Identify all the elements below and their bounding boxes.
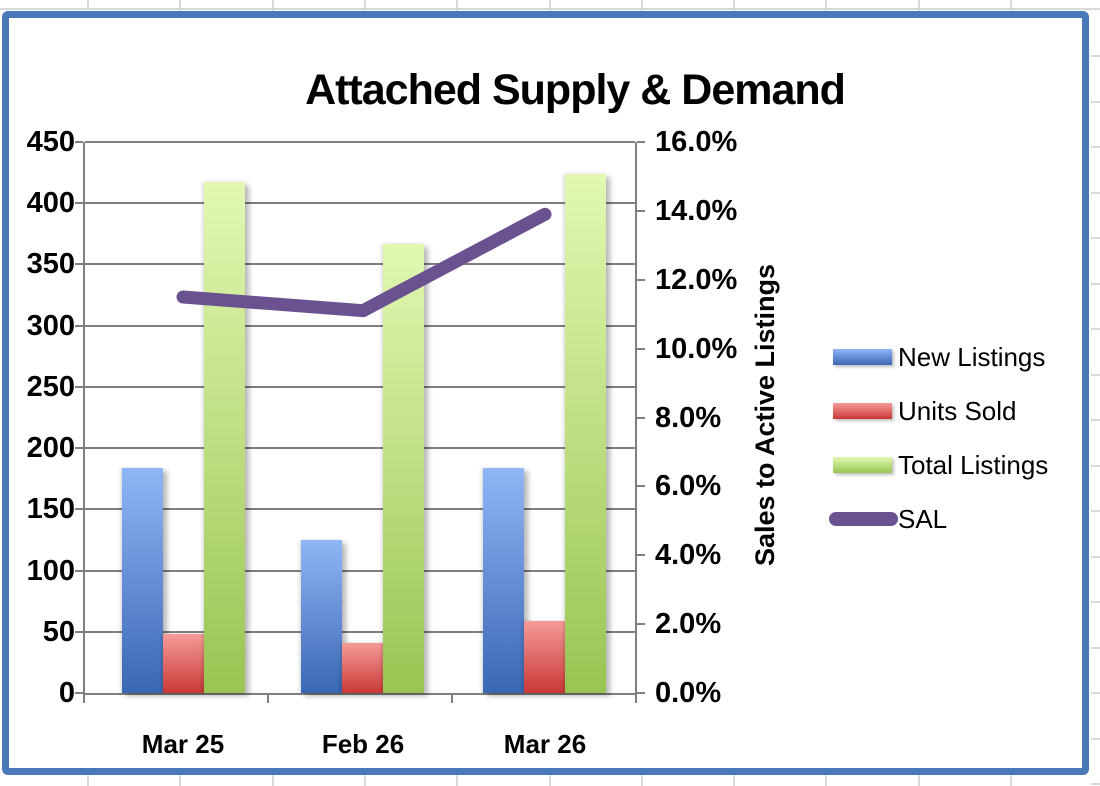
gridline bbox=[85, 141, 635, 143]
x-axis-tick bbox=[451, 695, 453, 703]
gridline bbox=[85, 447, 635, 450]
primary-axis-tick bbox=[75, 263, 83, 266]
worksheet-row-gridline bbox=[1091, 328, 1100, 330]
worksheet-row-gridline bbox=[1091, 692, 1100, 694]
worksheet-row-gridline bbox=[1091, 464, 1100, 467]
primary-axis-tick-label: 450 bbox=[26, 126, 75, 158]
worksheet-row-gridline bbox=[1091, 282, 1100, 285]
secondary-axis-tick bbox=[637, 416, 645, 419]
gridline bbox=[85, 630, 635, 633]
x-axis-label: Mar 26 bbox=[503, 729, 587, 759]
worksheet-row-gridline bbox=[1091, 146, 1100, 148]
primary-axis-tick-label: 250 bbox=[26, 370, 75, 403]
worksheet-row-gridline bbox=[1091, 555, 1100, 558]
bar-new-listings[interactable] bbox=[122, 467, 163, 693]
secondary-axis-tick-label: 6.0% bbox=[655, 470, 722, 503]
legend-swatch-total-listings bbox=[833, 457, 892, 473]
bar-total-listings[interactable] bbox=[565, 173, 606, 693]
worksheet-row-gridline bbox=[1091, 783, 1100, 785]
secondary-y-axis-line bbox=[635, 142, 637, 695]
bar-units-sold[interactable] bbox=[342, 642, 383, 693]
legend-swatch-sal bbox=[829, 512, 898, 526]
gridline bbox=[85, 569, 635, 572]
primary-axis-tick-label: 200 bbox=[26, 432, 75, 465]
x-axis-line bbox=[83, 693, 637, 695]
secondary-axis-tick bbox=[637, 278, 645, 281]
legend-label: Total Listings bbox=[898, 450, 1049, 480]
secondary-axis-tick-label: 12.0% bbox=[655, 263, 738, 296]
bar-new-listings[interactable] bbox=[483, 467, 524, 693]
primary-axis-tick bbox=[75, 692, 83, 694]
primary-axis-tick bbox=[75, 385, 83, 388]
secondary-axis-tick bbox=[637, 347, 645, 350]
bar-new-listings[interactable] bbox=[301, 539, 342, 693]
worksheet-row-gridline bbox=[1091, 100, 1100, 103]
gridline bbox=[85, 508, 635, 511]
primary-axis-tick-label: 50 bbox=[42, 615, 75, 648]
legend-swatch-units-sold bbox=[833, 403, 892, 419]
legend-swatch-new-listings bbox=[833, 349, 892, 365]
worksheet-row-gridline bbox=[1091, 646, 1100, 649]
primary-axis-tick-label: 100 bbox=[26, 554, 75, 587]
gridline bbox=[85, 385, 635, 388]
primary-axis-tick bbox=[75, 630, 83, 633]
secondary-axis-tick-label: 0.0% bbox=[655, 677, 722, 709]
bar-units-sold[interactable] bbox=[163, 634, 204, 693]
secondary-axis-tick-label: 4.0% bbox=[655, 539, 722, 572]
primary-axis-tick-label: 0 bbox=[58, 677, 75, 709]
worksheet-row-gridline bbox=[1091, 373, 1100, 376]
primary-axis-tick bbox=[75, 508, 83, 511]
secondary-axis-tick bbox=[637, 692, 645, 694]
secondary-axis-tick bbox=[637, 209, 645, 212]
secondary-axis-title[interactable]: Sales to Active Listings bbox=[750, 263, 780, 567]
primary-axis-tick bbox=[75, 569, 83, 572]
chart-title[interactable]: Attached Supply & Demand bbox=[305, 66, 846, 114]
legend-label: New Listings bbox=[898, 342, 1046, 372]
secondary-axis-tick-label: 2.0% bbox=[655, 608, 722, 641]
primary-axis-tick bbox=[75, 141, 83, 143]
gridline bbox=[85, 202, 635, 205]
primary-y-axis-line bbox=[83, 142, 85, 695]
secondary-axis-tick bbox=[637, 623, 645, 626]
secondary-axis-tick bbox=[637, 141, 645, 143]
chart-frame[interactable]: Attached Supply & Demand 450 400 350 300 250… bbox=[2, 11, 1089, 775]
secondary-axis-tick bbox=[637, 554, 645, 557]
worksheet-row-gridline bbox=[1091, 737, 1100, 740]
x-axis-label: Mar 25 bbox=[141, 729, 225, 759]
x-axis-label: Feb 26 bbox=[321, 729, 405, 759]
secondary-axis-tick bbox=[637, 485, 645, 488]
primary-axis-tick bbox=[75, 202, 83, 205]
worksheet-row-gridline bbox=[1091, 237, 1100, 239]
legend-label: Units Sold bbox=[898, 396, 1017, 426]
bar-units-sold[interactable] bbox=[524, 620, 565, 693]
secondary-axis-tick-label: 16.0% bbox=[655, 126, 738, 158]
secondary-axis-tick-label: 8.0% bbox=[655, 401, 722, 434]
secondary-axis-tick-label: 14.0% bbox=[655, 194, 738, 227]
chart-inner: Attached Supply & Demand 450 400 350 300 250… bbox=[9, 18, 1082, 768]
worksheet-row-gridline bbox=[1091, 601, 1100, 603]
gridline bbox=[85, 263, 635, 266]
primary-axis-tick bbox=[75, 324, 83, 327]
primary-axis-tick-label: 300 bbox=[26, 309, 75, 342]
primary-axis-tick-label: 350 bbox=[26, 248, 75, 281]
gridline bbox=[85, 324, 635, 327]
x-axis-tick bbox=[635, 695, 637, 703]
secondary-axis-tick-label: 10.0% bbox=[655, 332, 738, 365]
worksheet-row-gridline bbox=[1091, 419, 1100, 421]
worksheet-row-gridline bbox=[0, 8, 1100, 10]
worksheet-row-gridline bbox=[1091, 191, 1100, 194]
x-axis-tick bbox=[83, 695, 85, 703]
x-axis-tick bbox=[267, 695, 269, 703]
primary-axis-tick-label: 400 bbox=[26, 187, 75, 220]
legend-label: SAL bbox=[898, 504, 948, 534]
worksheet-row-gridline bbox=[1091, 510, 1100, 512]
bar-total-listings[interactable] bbox=[383, 243, 424, 693]
bar-total-listings[interactable] bbox=[204, 182, 245, 693]
worksheet-row-gridline bbox=[1091, 55, 1100, 57]
primary-axis-tick bbox=[75, 447, 83, 450]
primary-axis-tick-label: 150 bbox=[26, 493, 75, 526]
